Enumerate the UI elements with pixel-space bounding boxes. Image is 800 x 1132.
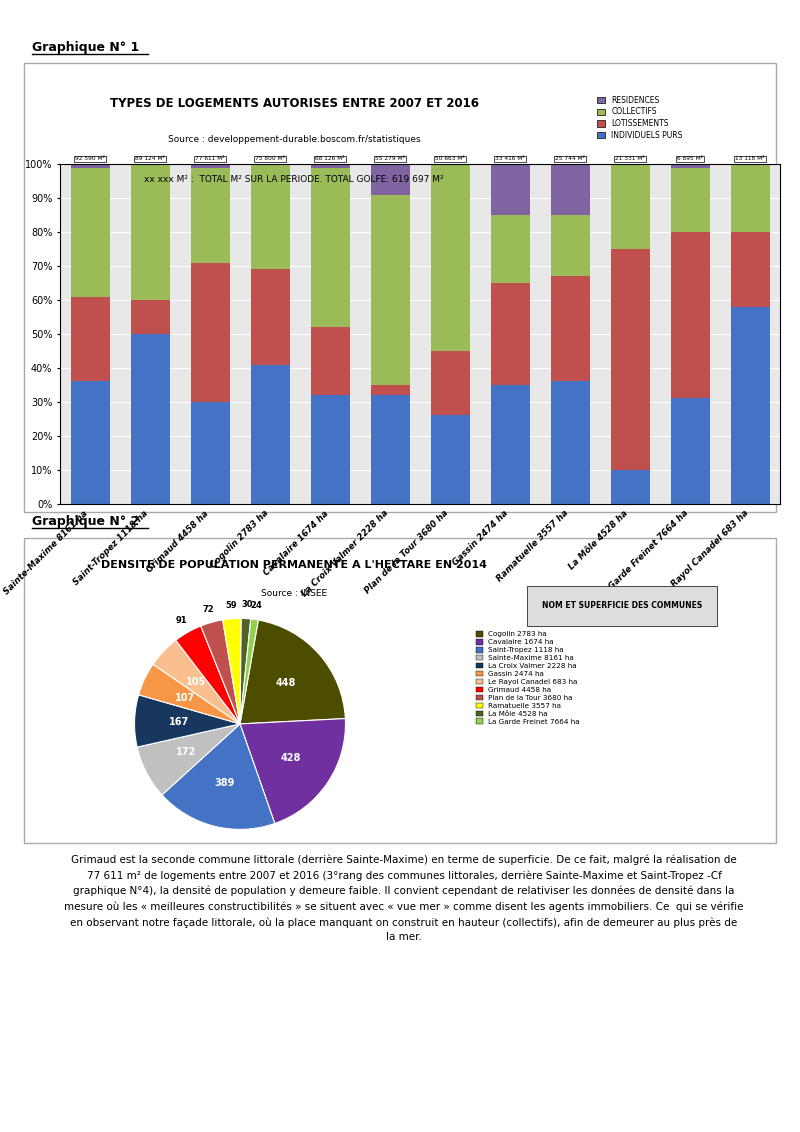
Bar (70, 381, 110, 504)
Text: 21 331 M²: 21 331 M² (615, 156, 645, 162)
Text: DENSITE DE POPULATION PERMANENTE A L'HECTARE EN 2014: DENSITE DE POPULATION PERMANENTE A L'HEC… (101, 560, 487, 569)
Wedge shape (240, 619, 258, 724)
Wedge shape (240, 618, 250, 724)
Text: Graphique N° 2: Graphique N° 2 (32, 515, 139, 528)
Bar (730, 232, 770, 307)
Bar (370, 164, 410, 195)
Text: 91: 91 (175, 616, 187, 625)
Bar (370, 195, 410, 385)
Text: 24: 24 (250, 601, 262, 610)
Bar (730, 307, 770, 504)
Legend: Cogolin 2783 ha, Cavalaire 1674 ha, Saint-Tropez 1118 ha, Sainte-Maxime 8161 ha,: Cogolin 2783 ha, Cavalaire 1674 ha, Sain… (474, 629, 582, 727)
Bar (490, 283, 530, 385)
Text: 68 126 M²: 68 126 M² (315, 156, 345, 162)
Bar (430, 164, 470, 351)
Wedge shape (176, 626, 240, 724)
Bar (430, 351, 470, 415)
Bar (670, 168, 710, 232)
Wedge shape (222, 618, 242, 724)
Text: 92 590 M²: 92 590 M² (75, 156, 105, 162)
Bar (190, 164, 230, 168)
Text: Source : developpement-durable.boscom.fr/statistiques: Source : developpement-durable.boscom.fr… (168, 135, 420, 144)
Bar (610, 249, 650, 470)
Text: 59: 59 (225, 601, 237, 609)
Wedge shape (240, 719, 346, 823)
Text: TYPES DE LOGEMENTS AUTORISES ENTRE 2007 ET 2016: TYPES DE LOGEMENTS AUTORISES ENTRE 2007 … (110, 97, 478, 110)
Bar (610, 164, 650, 249)
Bar (130, 164, 170, 300)
Text: 428: 428 (281, 753, 301, 763)
Bar (490, 215, 530, 283)
Bar (550, 381, 590, 504)
Bar (550, 215, 590, 276)
Bar (130, 300, 170, 334)
Bar (250, 269, 290, 365)
Bar (310, 327, 350, 395)
Text: xx xxx M² :  TOTAL M² SUR LA PERIODE. TOTAL GOLFE: 619 697 M²: xx xxx M² : TOTAL M² SUR LA PERIODE. TOT… (144, 175, 444, 185)
Text: 25 744 M²: 25 744 M² (555, 156, 585, 162)
Bar (310, 168, 350, 327)
Text: 72: 72 (202, 604, 214, 614)
Text: 389: 389 (214, 778, 235, 788)
Text: 6 895 M²: 6 895 M² (677, 156, 703, 162)
Bar (130, 334, 170, 504)
Text: 448: 448 (276, 678, 296, 688)
Bar (70, 168, 110, 297)
Bar (370, 385, 410, 395)
Text: 77 611 M²: 77 611 M² (195, 156, 225, 162)
Bar (670, 232, 710, 398)
Wedge shape (201, 620, 240, 724)
Text: 172: 172 (176, 747, 196, 757)
Wedge shape (134, 695, 240, 747)
Bar (70, 297, 110, 381)
Bar (310, 395, 350, 504)
Wedge shape (138, 664, 240, 724)
Bar (70, 164, 110, 168)
Bar (310, 164, 350, 168)
Bar (550, 276, 590, 381)
Text: 167: 167 (169, 718, 189, 727)
Text: 105: 105 (186, 677, 206, 687)
Bar (490, 164, 530, 215)
Bar (430, 415, 470, 504)
Text: NOM ET SUPERFICIE DES COMMUNES: NOM ET SUPERFICIE DES COMMUNES (542, 601, 702, 610)
Bar (490, 385, 530, 504)
Text: 50 663 M²: 50 663 M² (435, 156, 465, 162)
Text: 33 416 M²: 33 416 M² (495, 156, 525, 162)
Wedge shape (162, 724, 274, 830)
Wedge shape (240, 620, 346, 724)
Bar (610, 470, 650, 504)
Bar (670, 398, 710, 504)
Bar (190, 402, 230, 504)
Text: 89 124 M²: 89 124 M² (135, 156, 165, 162)
Wedge shape (153, 641, 240, 724)
Text: 13 118 M²: 13 118 M² (735, 156, 765, 162)
Bar (190, 263, 230, 402)
Bar (550, 164, 590, 215)
Wedge shape (137, 724, 240, 795)
Bar (370, 395, 410, 504)
Text: 107: 107 (174, 693, 194, 703)
Bar (670, 164, 710, 168)
Text: Graphique N° 1: Graphique N° 1 (32, 42, 139, 54)
Text: 75 800 M²: 75 800 M² (255, 156, 285, 162)
Bar (730, 164, 770, 232)
Text: Grimaud est la seconde commune littorale (derrière Sainte-Maxime) en terme de su: Grimaud est la seconde commune littorale… (64, 855, 744, 942)
Bar (190, 168, 230, 263)
Bar (250, 365, 290, 504)
Text: 30: 30 (241, 600, 253, 609)
Bar (250, 164, 290, 269)
Text: 55 279 M²: 55 279 M² (375, 156, 405, 162)
Legend: RESIDENCES, COLLECTIFS, LOTISSEMENTS, INDIVIDUELS PURS: RESIDENCES, COLLECTIFS, LOTISSEMENTS, IN… (595, 94, 685, 142)
Text: Source : INSEE: Source : INSEE (261, 590, 327, 599)
